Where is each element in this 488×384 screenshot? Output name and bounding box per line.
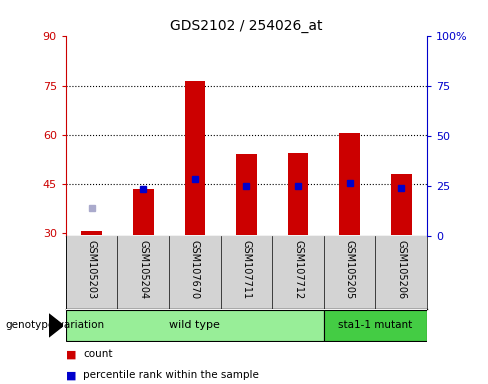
Bar [391,174,411,235]
Text: ■: ■ [66,349,77,359]
Text: sta1-1 mutant: sta1-1 mutant [338,320,412,331]
Bar [184,81,205,235]
Text: GSM107711: GSM107711 [242,240,251,299]
Bar [66,310,324,341]
Bar [133,189,154,235]
Text: GSM105203: GSM105203 [87,240,97,299]
Polygon shape [49,314,63,337]
Text: GSM107712: GSM107712 [293,240,303,299]
Bar [236,154,257,235]
Text: GSM105205: GSM105205 [345,240,355,299]
Bar [81,231,102,235]
Title: GDS2102 / 254026_at: GDS2102 / 254026_at [170,19,323,33]
Text: GSM105204: GSM105204 [138,240,148,299]
Text: GSM107670: GSM107670 [190,240,200,299]
Text: percentile rank within the sample: percentile rank within the sample [83,370,259,381]
Text: GSM105206: GSM105206 [396,240,406,299]
Text: genotype/variation: genotype/variation [5,320,104,331]
Text: wild type: wild type [169,320,220,331]
Text: count: count [83,349,112,359]
Text: ■: ■ [66,370,77,381]
Bar [288,153,308,235]
Bar [324,310,427,341]
Bar [339,133,360,235]
